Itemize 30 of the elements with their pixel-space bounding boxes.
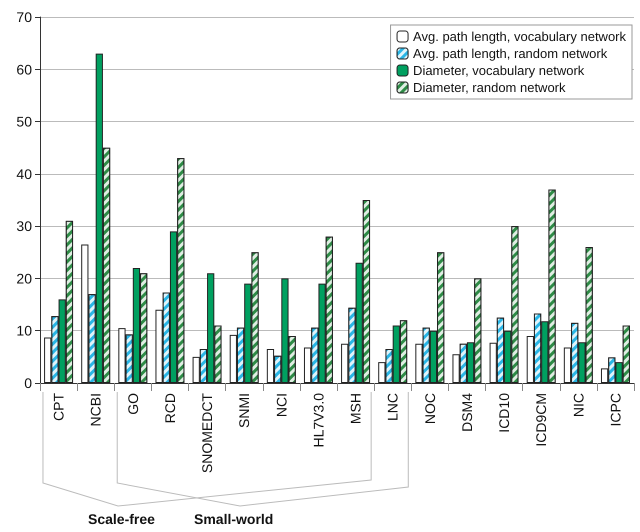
y-tick-label: 70	[16, 9, 32, 25]
x-tick-label: ICPC	[607, 393, 624, 426]
y-tick-label: 20	[16, 270, 32, 286]
y-tick-label: 0	[24, 375, 32, 391]
y-tick-label: 10	[16, 322, 32, 339]
text: Small-world	[194, 511, 274, 527]
x-tick-label: ICD10	[496, 392, 512, 433]
x-tick-label: ICD9CM	[533, 393, 550, 447]
x-tick-label: LNC	[384, 393, 401, 422]
text: Scale-free	[88, 511, 156, 527]
legend-label: Avg. path length, vocabulary network	[413, 29, 626, 44]
legend-label: Diameter, vocabulary network	[413, 63, 585, 78]
y-tick-label: 60	[16, 61, 32, 78]
x-tick-label: NIC	[570, 393, 586, 418]
legend-label: Avg. path length, random network	[413, 46, 608, 61]
x-tick-label: NCBI	[88, 393, 104, 426]
x-tick-label: GO	[124, 392, 141, 415]
x-tick-label: HL7V3.0	[310, 392, 326, 448]
x-tick-label: CPT	[50, 392, 67, 421]
y-tick-label: 40	[16, 166, 32, 182]
x-tick-label: DSM4	[458, 392, 475, 432]
x-tick-label: RCD	[162, 393, 178, 424]
x-tick-label: SNOMEDCT	[199, 392, 216, 474]
x-tick-label: SNMI	[236, 393, 252, 428]
y-tick-label: 30	[16, 218, 32, 234]
legend-label: Diameter, random network	[413, 80, 566, 95]
y-tick-label: 50	[16, 114, 32, 130]
x-tick-label: NCI	[273, 393, 290, 418]
x-tick-label: NOC	[422, 393, 438, 424]
x-tick-label: MSH	[348, 393, 364, 424]
